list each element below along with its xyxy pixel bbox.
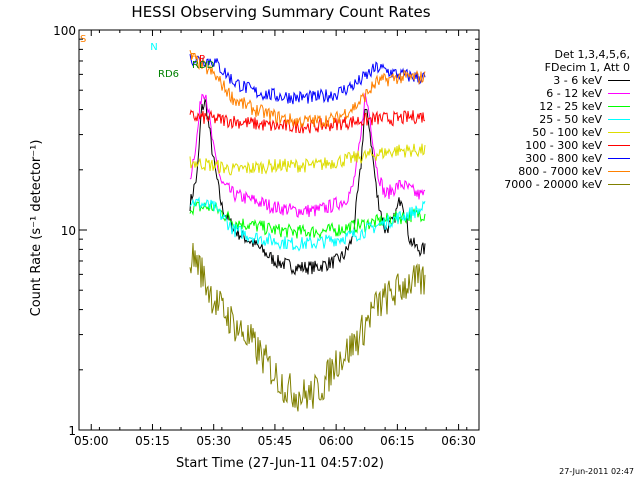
x-tick-label: 05:30: [196, 434, 231, 448]
legend-item-800-7000-kev: 800 - 7000 keV: [488, 165, 634, 178]
annotation-layer: N RDD RD6 F P S: [80, 34, 215, 80]
legend-swatch: [608, 171, 630, 172]
legend-swatch: [608, 119, 630, 120]
axis-layer: 05:00 05:15 05:30 05:45 06:00 06:15 06:30 1 10 10…: [53, 24, 480, 448]
legend-label: 7000 - 20000 keV: [504, 178, 602, 191]
legend-swatch: [608, 184, 630, 185]
series-50-100-kev: [189, 143, 426, 176]
legend-item-100-300-kev: 100 - 300 keV: [488, 139, 634, 152]
legend-header-line-2: FDecim 1, Att 0: [544, 61, 630, 74]
series-800-7000-kev: [189, 49, 426, 128]
legend-label: 50 - 100 keV: [532, 126, 602, 139]
legend-label: 800 - 7000 keV: [518, 165, 602, 178]
annotation-label-s: S: [80, 34, 86, 45]
legend-header-line-1: Det 1,3,4,5,6,: [554, 48, 630, 61]
legend-label: 100 - 300 keV: [525, 139, 602, 152]
y-tick-label: 10: [61, 224, 76, 238]
plot-data-layer: [189, 49, 426, 412]
plot-frame: [78, 29, 480, 431]
legend-item-12-25-kev: 12 - 25 keV: [488, 100, 634, 113]
legend-item-25-50-kev: 25 - 50 keV: [488, 113, 634, 126]
series-6-12-kev: [189, 93, 426, 218]
x-tick-label: 05:15: [135, 434, 170, 448]
legend-item-6-12-kev: 6 - 12 keV: [488, 87, 634, 100]
series-7000-20000-kev: [189, 242, 426, 412]
x-tick-label: 06:15: [380, 434, 415, 448]
series-25-50-kev: [189, 196, 426, 252]
annotation-label-p: P: [199, 54, 205, 65]
legend-label: 3 - 6 keV: [553, 74, 602, 87]
legend: Det 1,3,4,5,6, FDecim 1, Att 0 3 - 6 keV…: [488, 48, 634, 191]
chart-title: HESSI Observing Summary Count Rates: [131, 3, 430, 21]
legend-item-3-6-kev: 3 - 6 keV: [488, 74, 634, 87]
y-tick-label: 1: [68, 424, 76, 438]
legend-swatch: [608, 132, 630, 133]
x-tick-label: 05:45: [258, 434, 293, 448]
y-tick-label: 100: [53, 24, 76, 38]
legend-swatch: [608, 106, 630, 107]
x-tick-label: 05:00: [74, 434, 109, 448]
annotation-label-rdd: RDD: [192, 60, 215, 71]
legend-swatch: [608, 80, 630, 81]
legend-swatch: [608, 158, 630, 159]
legend-swatch: [608, 145, 630, 146]
annotation-label-f: F: [190, 52, 196, 63]
legend-swatch: [608, 93, 630, 94]
x-tick-label: 06:00: [319, 434, 354, 448]
annotation-label-n: N: [150, 42, 157, 53]
series-100-300-kev: [189, 109, 426, 134]
legend-label: 300 - 800 keV: [525, 152, 602, 165]
series-300-800-kev: [189, 54, 426, 105]
x-tick-label: 06:30: [441, 434, 476, 448]
legend-label: 25 - 50 keV: [539, 113, 602, 126]
series-12-25-kev: [189, 201, 426, 240]
x-axis-label: Start Time (27-Jun-11 04:57:02): [176, 456, 384, 471]
annotation-label-rd6: RD6: [158, 69, 179, 80]
timestamp-footer: 27-Jun-2011 02:47: [559, 467, 634, 476]
legend-item-7000-20000-kev: 7000 - 20000 keV: [488, 178, 634, 191]
y-axis-label: Count Rate (s⁻¹ detector⁻¹): [29, 140, 44, 317]
legend-label: 12 - 25 keV: [539, 100, 602, 113]
legend-label: 6 - 12 keV: [546, 87, 602, 100]
legend-item-50-100-kev: 50 - 100 keV: [488, 126, 634, 139]
legend-item-300-800-kev: 300 - 800 keV: [488, 152, 634, 165]
